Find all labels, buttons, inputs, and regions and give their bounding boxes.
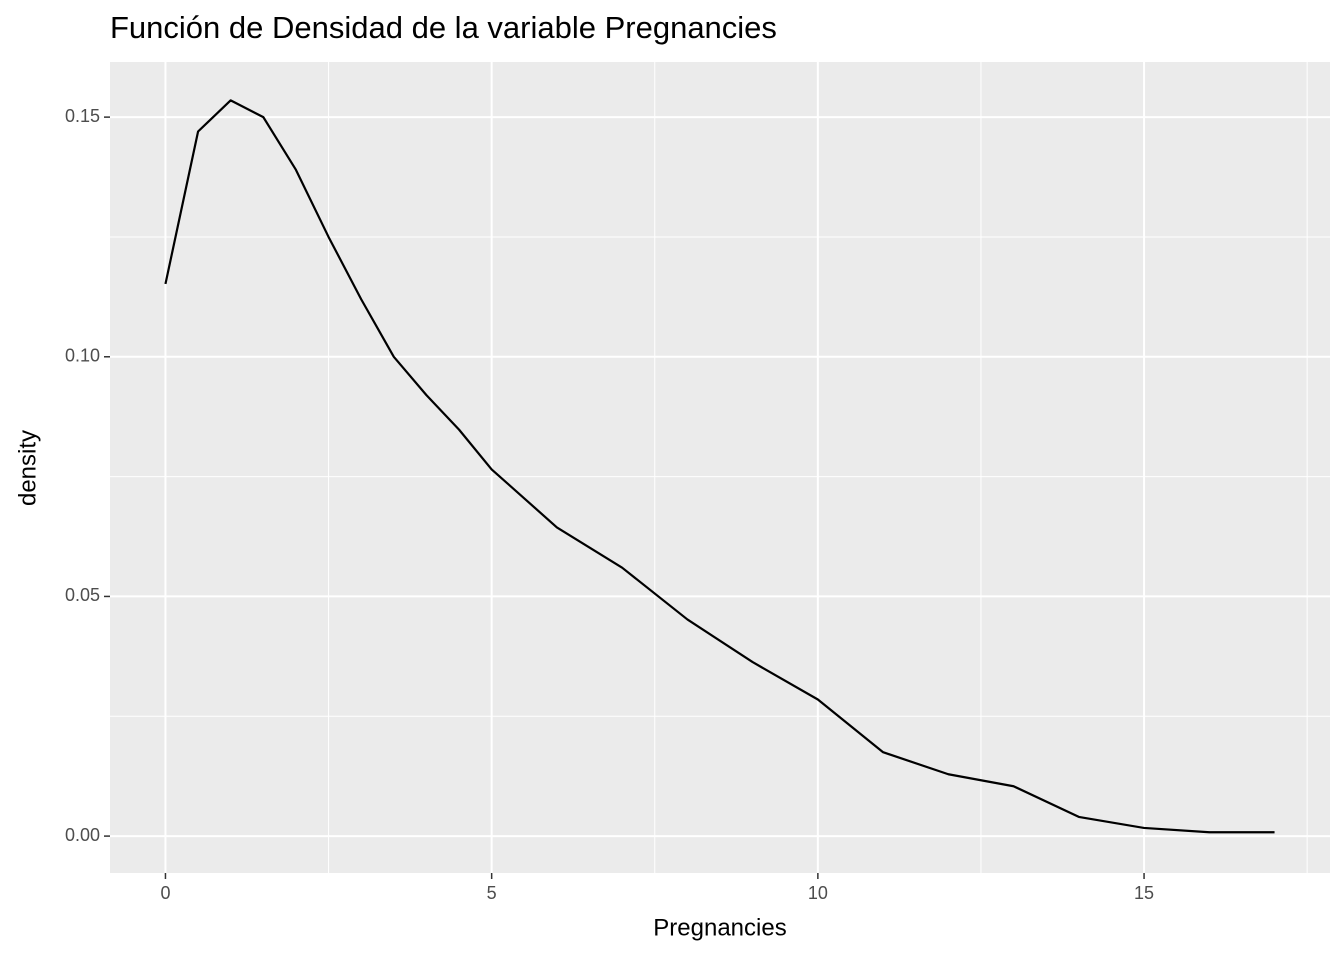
x-tick-label: 5: [487, 883, 497, 903]
x-axis-title: Pregnancies: [653, 914, 786, 941]
x-tick-label: 0: [160, 883, 170, 903]
y-tick-label: 0.05: [65, 585, 100, 605]
chart-title: Función de Densidad de la variable Pregn…: [110, 10, 777, 45]
plot-panel: [110, 62, 1330, 873]
y-tick-label: 0.15: [65, 106, 100, 126]
x-tick-label: 15: [1134, 883, 1154, 903]
y-tick-label: 0.10: [65, 346, 100, 366]
y-tick-label: 0.00: [65, 825, 100, 845]
y-axis-title: density: [14, 430, 41, 506]
density-line: [164, 99, 1275, 834]
x-tick-label: 10: [808, 883, 828, 903]
